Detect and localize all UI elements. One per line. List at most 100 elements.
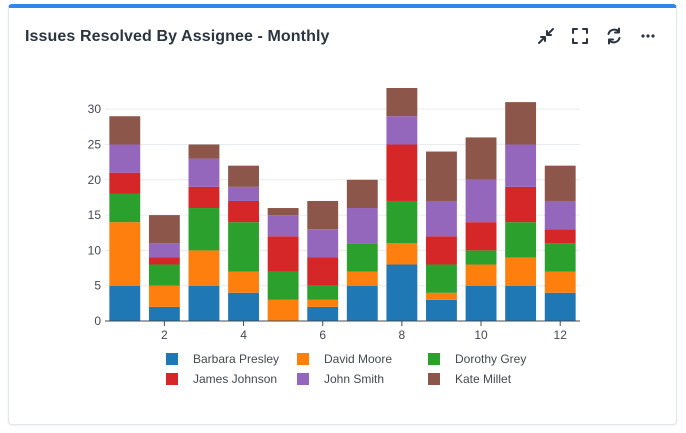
bar-segment: [346, 208, 378, 244]
bar-segment: [307, 229, 339, 258]
bar-segment: [465, 137, 497, 180]
legend-swatch: [297, 373, 309, 385]
bar-segment: [544, 165, 576, 201]
bar-segment: [109, 285, 141, 321]
bar-segment: [267, 299, 299, 321]
y-tick-label: 20: [88, 173, 102, 187]
collapse-button[interactable]: [536, 26, 556, 46]
bar-segment: [426, 236, 457, 265]
widget-toolbar: [536, 26, 658, 46]
bar-segment: [148, 306, 180, 321]
bar-segment: [386, 200, 418, 244]
bar-segment: [188, 186, 220, 209]
bar-segment: [505, 144, 537, 187]
x-tick-label: 4: [240, 328, 247, 342]
bar-segment: [505, 186, 537, 223]
bar-segment: [228, 222, 259, 272]
bar-segment: [505, 102, 537, 145]
bar-segment: [188, 250, 220, 286]
legend-swatch: [297, 353, 309, 365]
bar-segment: [465, 250, 497, 265]
legend-swatch: [428, 373, 440, 385]
refresh-icon: [607, 27, 621, 45]
bar-segment: [307, 200, 339, 230]
bar-segment: [109, 222, 141, 286]
x-tick-label: 8: [399, 328, 406, 342]
bar-segment: [188, 208, 220, 251]
bar-segment: [386, 116, 418, 145]
bar-segment: [386, 264, 418, 321]
bar-segment: [544, 229, 576, 244]
bar-segment: [465, 222, 497, 251]
bar-segment: [465, 285, 497, 321]
bar-segment: [307, 306, 339, 321]
fullscreen-icon: [572, 28, 588, 44]
bar-segment: [148, 243, 180, 258]
bar-segment: [267, 215, 299, 237]
fullscreen-button[interactable]: [570, 26, 590, 46]
bar-segment: [228, 186, 259, 201]
bar-segment: [386, 243, 418, 265]
bar-segment: [426, 299, 457, 321]
bar-segment: [267, 271, 299, 300]
bar-segment: [505, 222, 537, 258]
bar-segment: [505, 257, 537, 286]
legend-label: David Moore: [324, 352, 392, 366]
bar-segment: [544, 243, 576, 272]
refresh-button[interactable]: [604, 26, 624, 46]
legend-swatch: [166, 353, 178, 365]
bar-segment: [109, 193, 141, 223]
bar-segment: [228, 292, 259, 321]
bar-segment: [346, 179, 378, 209]
y-tick-label: 15: [88, 208, 102, 222]
bar-segment: [426, 264, 457, 293]
x-tick-label: 2: [161, 328, 168, 342]
bar-segment: [465, 179, 497, 223]
bar-segment: [307, 299, 339, 307]
collapse-icon: [538, 28, 554, 44]
y-tick-label: 10: [88, 243, 102, 257]
bar-segment: [188, 158, 220, 187]
bar-segment: [109, 144, 141, 173]
bar-segment: [346, 271, 378, 286]
bar-segment: [465, 264, 497, 286]
legend-label: Barbara Presley: [193, 352, 279, 366]
bar-segment: [267, 236, 299, 272]
bar-segment: [267, 208, 299, 216]
y-tick-label: 30: [88, 102, 102, 116]
bar-segment: [386, 88, 418, 117]
bar-segment: [228, 200, 259, 223]
bar-segment: [426, 292, 457, 300]
legend-label: John Smith: [324, 372, 384, 386]
bar-segment: [544, 271, 576, 293]
x-tick-label: 10: [474, 328, 488, 342]
y-tick-label: 0: [94, 314, 101, 328]
bar-segment: [109, 172, 141, 194]
bar-segment: [109, 116, 141, 145]
bar-segment: [426, 151, 457, 201]
legend-label: Dorothy Grey: [455, 352, 526, 366]
bar-segment: [307, 285, 339, 300]
x-tick-label: 12: [554, 328, 568, 342]
legend-label: James Johnson: [193, 372, 277, 386]
bar-segment: [148, 285, 180, 307]
bar-segment: [148, 257, 180, 265]
bar-segment: [544, 200, 576, 230]
legend-swatch: [428, 353, 440, 365]
bar-segment: [505, 285, 537, 321]
bar-segment: [426, 200, 457, 237]
x-tick-label: 6: [319, 328, 326, 342]
more-button[interactable]: [638, 26, 658, 46]
more-icon: [641, 34, 655, 38]
bar-segment: [307, 257, 339, 286]
bar-segment: [148, 264, 180, 286]
bar-segment: [188, 285, 220, 321]
bar-segment: [228, 271, 259, 293]
y-tick-label: 25: [88, 137, 102, 151]
bar-segment: [228, 165, 259, 187]
y-tick-label: 5: [94, 279, 101, 293]
bar-segment: [346, 285, 378, 321]
legend-swatch: [166, 373, 178, 385]
legend-label: Kate Millet: [455, 372, 512, 386]
